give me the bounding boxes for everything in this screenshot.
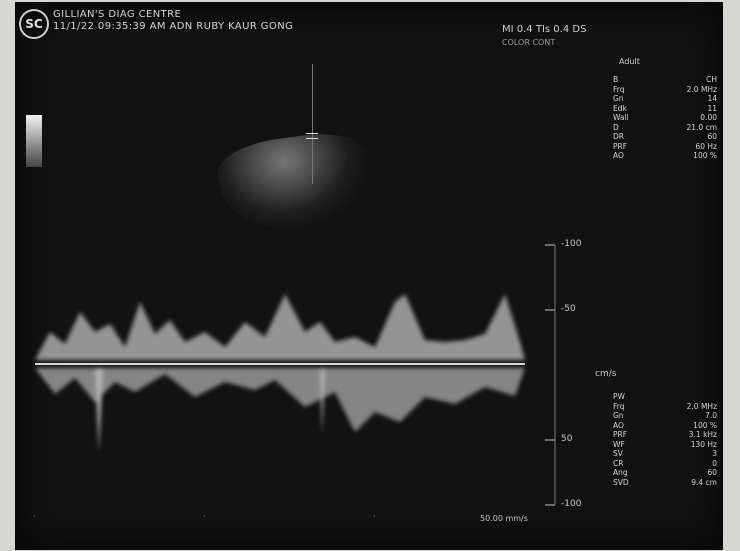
header-info: GILLIAN'S DIAG CENTRE 11/1/22 09:35:39 A…: [53, 9, 293, 33]
param-row: PW: [613, 392, 625, 401]
gray-scale-bar: [26, 115, 42, 167]
doppler-spectral-display: [35, 244, 556, 506]
clinic-logo-icon: SC: [19, 9, 49, 39]
sweep-speed: 50.00 mm/s: [480, 514, 528, 523]
sample-gate-icon: [306, 133, 318, 139]
param-row: PRF 3.1 kHz: [613, 430, 717, 439]
clinic-name: GILLIAN'S DIAG CENTRE: [53, 9, 182, 20]
param-row: Edk 11: [613, 103, 717, 113]
time-marker: ·: [33, 512, 36, 521]
velocity-scale-label: -50: [561, 304, 576, 314]
param-row: WF 130 Hz: [613, 439, 717, 449]
param-row: DR 60: [613, 132, 717, 141]
session-info: 11/1/22 09:35:39 AM ADN RUBY KAUR GONG: [53, 21, 294, 32]
param-row: AO 100 %: [613, 151, 717, 160]
param-row: CR 0: [613, 458, 717, 468]
bottom-params-panel: PW Frq 2.0 MHz Gn 7.0 AO 100 % PRF 3.1 kHz W…: [613, 392, 717, 487]
top-params-panel: B CH Frq 2.0 MHz Gn 14 Edk 11 Wall 0.00 D 21.0…: [613, 75, 717, 161]
param-row: Wall 0.00: [613, 113, 717, 122]
mode-indices: MI 0.4 TIs 0.4 DS: [502, 24, 587, 35]
param-row: PRF 60 Hz: [613, 141, 717, 151]
param-row: Frq 2.0 MHz: [613, 84, 717, 94]
velocity-scale-label: -100: [561, 499, 582, 509]
param-row: Gn 14: [613, 94, 717, 103]
ultrasound-screen: SC GILLIAN'S DIAG CENTRE 11/1/22 09:35:3…: [15, 2, 723, 550]
param-row: SVD 9.4 cm: [613, 477, 717, 487]
param-row: D 21.0 cm: [613, 122, 717, 132]
probe-mode-label: Adult: [619, 57, 640, 66]
velocity-scale-label: 50: [561, 434, 573, 444]
param-row: Gn 7.0: [613, 411, 717, 420]
velocity-unit: cm/s: [595, 369, 617, 379]
spectral-waveform: [35, 294, 525, 452]
param-row: Ang 60: [613, 468, 717, 477]
param-row: AO 100 %: [613, 420, 717, 430]
time-marker: ·: [373, 512, 376, 521]
velocity-scale-label: -100: [561, 239, 582, 249]
doppler-cursor-line: [312, 64, 313, 184]
param-row: B CH: [613, 75, 717, 84]
mode-subtitle: COLOR CONT: [502, 38, 556, 47]
mode-info: MI 0.4 TIs 0.4 DS COLOR CONT: [502, 24, 587, 47]
param-row: SV 3: [613, 449, 717, 458]
param-row: Frq 2.0 MHz: [613, 401, 717, 411]
time-marker: ·: [203, 512, 206, 521]
